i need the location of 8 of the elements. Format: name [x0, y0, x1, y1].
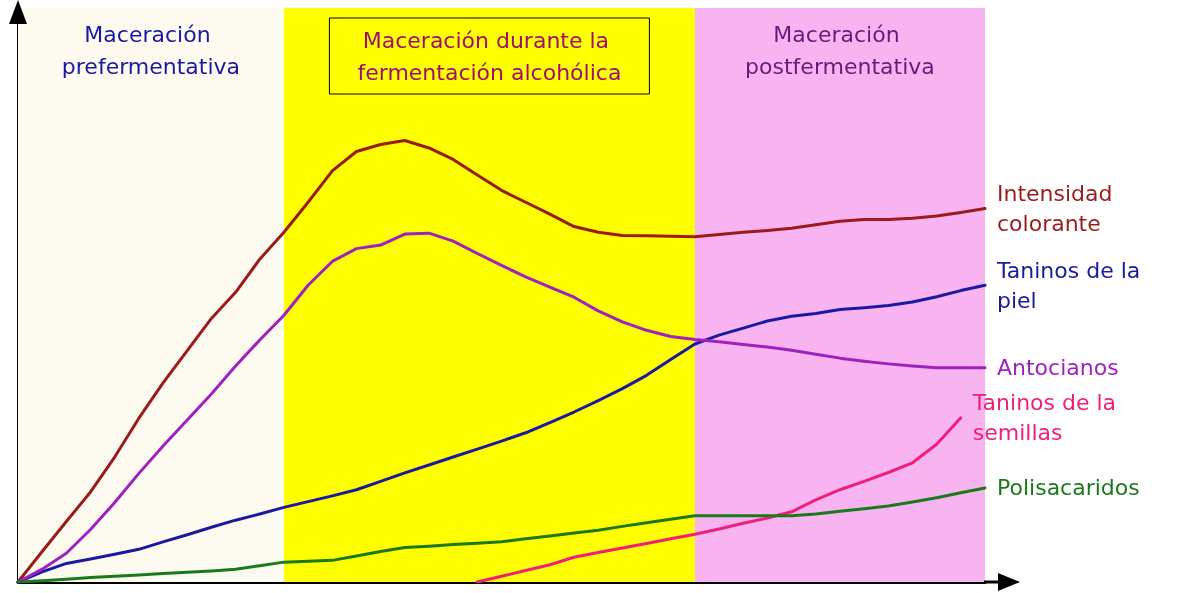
series-label: Polisacaridos [997, 475, 1140, 501]
text: Maceración postfermentativa [745, 21, 935, 79]
text: Maceración prefermentativa [61, 21, 241, 79]
text: Maceración durante la fermentación alcohólica [357, 27, 622, 85]
series-label: Intensidad colorante [997, 180, 1120, 236]
series-label: Antocianos [997, 355, 1119, 381]
series-label: Taninos de la semillas [971, 390, 1124, 446]
series-label: Taninos de la piel [996, 257, 1148, 313]
